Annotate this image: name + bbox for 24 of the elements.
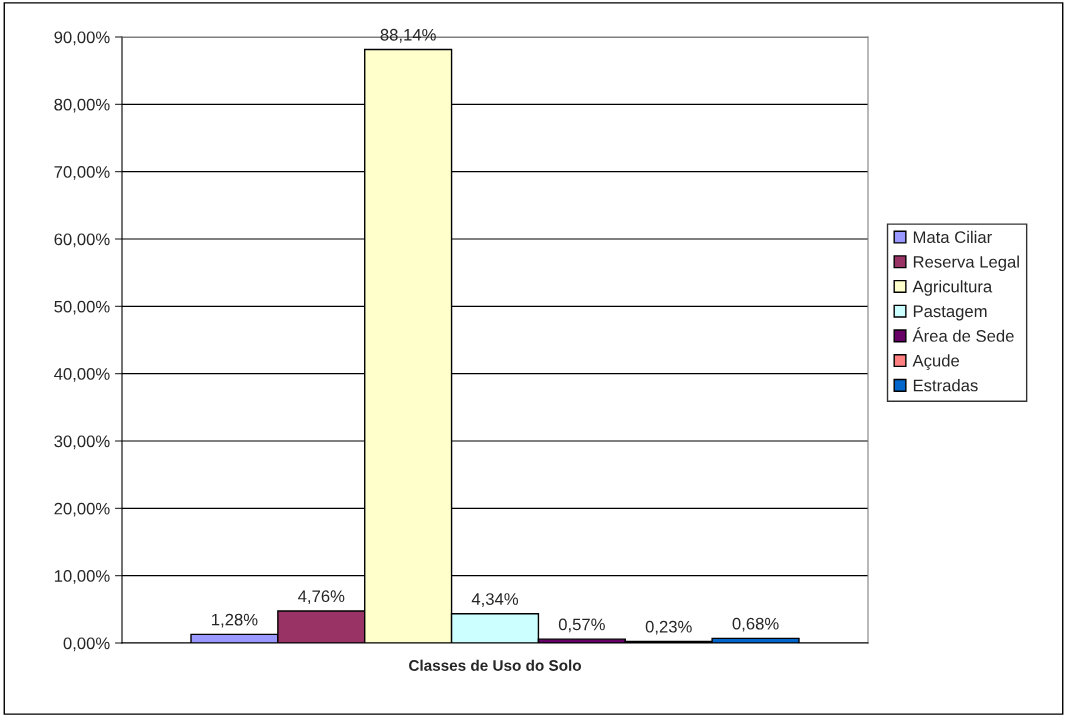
data-label: 1,28% bbox=[212, 613, 258, 628]
y-tick-label: 50,00% bbox=[54, 300, 110, 315]
x-tick-label: Classes de Uso do Solo bbox=[409, 659, 582, 671]
legend-label: Açude bbox=[912, 354, 960, 370]
data-label: 0,68% bbox=[732, 617, 779, 632]
y-tick-label: 60,00% bbox=[54, 233, 110, 248]
y-tick-label: 40,00% bbox=[54, 368, 110, 382]
y-tick-label: 30,00% bbox=[54, 435, 110, 450]
data-label: 4,34% bbox=[471, 593, 519, 607]
data-label: 0,23% bbox=[645, 620, 692, 635]
legend-label: Pastagem bbox=[913, 305, 987, 321]
data-label: 0,57% bbox=[558, 618, 605, 633]
data-label: 4,76% bbox=[298, 590, 345, 605]
y-tick-label: 80,00% bbox=[54, 98, 110, 113]
legend-label: Estradas bbox=[913, 379, 978, 392]
y-tick-label: 20,00% bbox=[54, 502, 110, 517]
legend-label: Mata Ciliar bbox=[913, 230, 992, 244]
y-tick-label: 0,00% bbox=[63, 637, 110, 652]
y-tick-label: 70,00% bbox=[54, 166, 110, 180]
legend-label: Agricultura bbox=[912, 280, 993, 296]
legend-label: Reserva Legal bbox=[913, 255, 1019, 272]
legend-label: Área de Sede bbox=[912, 327, 1014, 342]
y-tick-label: 90,00% bbox=[54, 31, 110, 46]
y-tick-label: 10,00% bbox=[54, 570, 110, 584]
